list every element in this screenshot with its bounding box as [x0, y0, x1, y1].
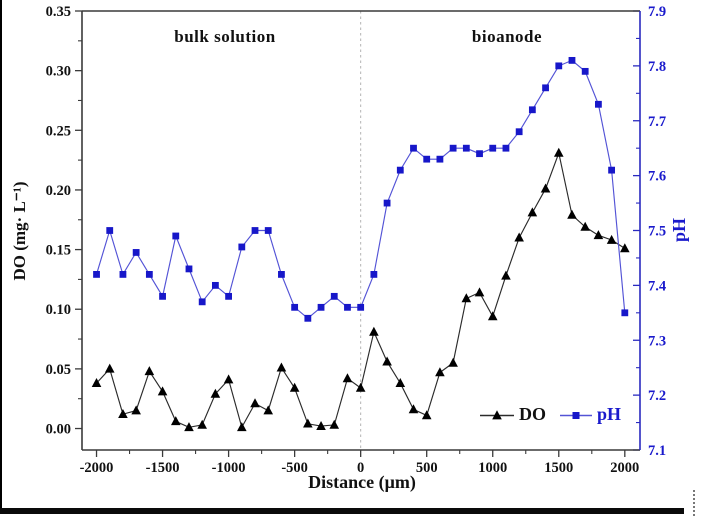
svg-text:0.30: 0.30: [46, 64, 71, 80]
svg-text:-1500: -1500: [146, 460, 180, 476]
x-axis-title: Distance (μm): [308, 472, 416, 492]
svg-text:7.8: 7.8: [648, 59, 666, 75]
legend-do-label: DO: [519, 404, 546, 424]
svg-text:1000: 1000: [478, 460, 507, 476]
svg-text:7.6: 7.6: [648, 169, 666, 185]
svg-text:0.15: 0.15: [46, 243, 71, 259]
svg-text:2000: 2000: [610, 460, 639, 476]
svg-text:0.20: 0.20: [46, 183, 71, 199]
svg-text:0.35: 0.35: [46, 4, 71, 20]
svg-text:0.25: 0.25: [46, 123, 71, 139]
svg-text:-2000: -2000: [80, 460, 114, 476]
svg-text:0.10: 0.10: [46, 302, 71, 318]
legend-ph-label: pH: [597, 404, 622, 424]
region-label-bioanode: bioanode: [471, 27, 543, 46]
svg-text:0.00: 0.00: [46, 422, 71, 438]
svg-text:7.1: 7.1: [648, 443, 666, 459]
svg-text:7.7: 7.7: [648, 114, 666, 130]
dotted-corner-handle: [693, 490, 695, 516]
svg-text:1500: 1500: [544, 460, 573, 476]
svg-text:7.3: 7.3: [648, 333, 666, 349]
svg-text:7.4: 7.4: [648, 278, 666, 294]
left-axis-title: DO (mg· L⁻¹): [10, 181, 29, 281]
svg-text:7.2: 7.2: [648, 388, 666, 404]
ph-square-marker-icon: [560, 411, 592, 419]
region-label-bulk-solution: bulk solution: [174, 27, 276, 46]
page-bottom-bar: [0, 508, 684, 514]
legend-item-ph: pH: [559, 404, 621, 425]
svg-text:7.9: 7.9: [648, 4, 666, 20]
right-axis-title: pH: [669, 218, 689, 243]
svg-text:0: 0: [357, 460, 364, 476]
svg-text:-1000: -1000: [212, 460, 246, 476]
svg-text:0.05: 0.05: [46, 362, 71, 378]
svg-text:-500: -500: [281, 460, 308, 476]
svg-text:7.5: 7.5: [648, 224, 666, 240]
do-triangle-marker-icon: [480, 409, 514, 419]
chart-legend: DO pH: [479, 404, 621, 425]
legend-item-do: DO: [479, 404, 546, 425]
svg-text:500: 500: [416, 460, 438, 476]
page-border-left: [0, 0, 2, 514]
